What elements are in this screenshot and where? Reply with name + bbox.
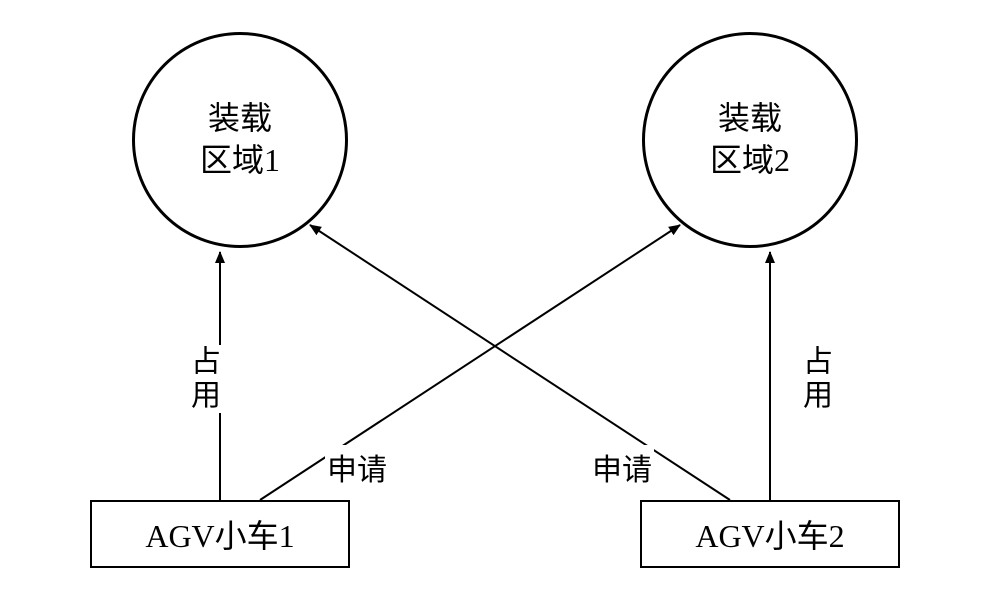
edge-label-occupy-2: 占用	[790, 345, 838, 413]
loading-area-2: 装载 区域2	[642, 32, 858, 248]
diagram-container: 装载 区域1 装载 区域2 AGV小车1 AGV小车2 占用 占用 申请 申请	[50, 20, 950, 580]
agv-cart-1: AGV小车1	[90, 500, 350, 568]
edge-label-request-2: 申请	[590, 445, 654, 489]
agv-cart-1-label: AGV小车1	[145, 511, 294, 557]
loading-area-1-label: 装载 区域1	[200, 98, 280, 181]
edge-label-occupy-1: 占用	[178, 345, 226, 413]
edge-label-request-1: 申请	[325, 445, 389, 489]
agv-cart-2: AGV小车2	[640, 500, 900, 568]
loading-area-1: 装载 区域1	[132, 32, 348, 248]
loading-area-2-label: 装载 区域2	[710, 98, 790, 181]
agv-cart-2-label: AGV小车2	[695, 511, 844, 557]
